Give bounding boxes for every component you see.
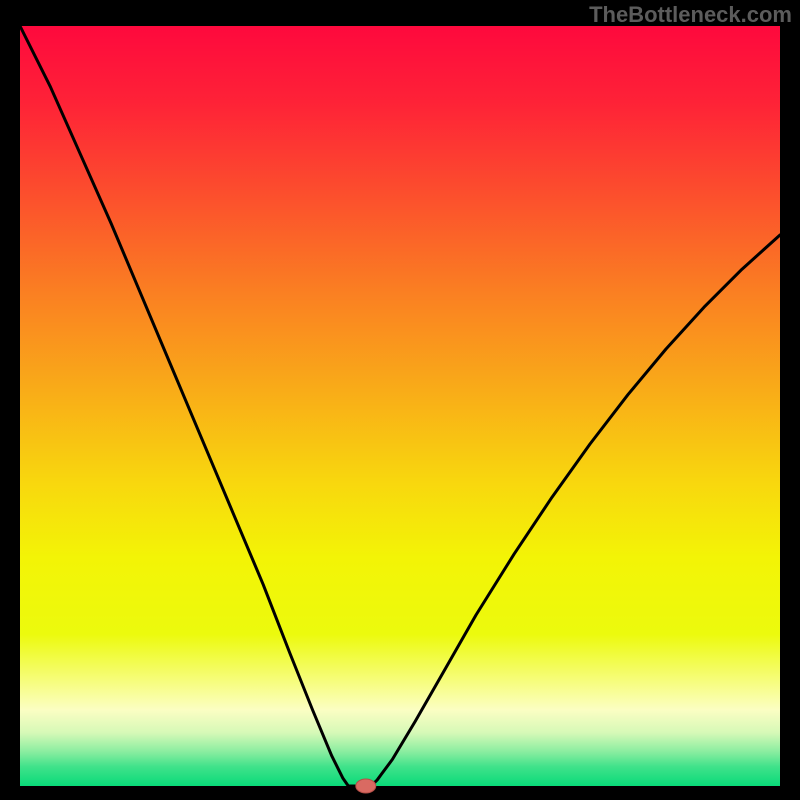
chart-container: TheBottleneck.com: [0, 0, 800, 800]
plot-background: [20, 26, 780, 786]
bottleneck-v-curve-chart: [0, 0, 800, 800]
source-watermark: TheBottleneck.com: [589, 2, 792, 28]
trough-marker: [356, 779, 376, 793]
